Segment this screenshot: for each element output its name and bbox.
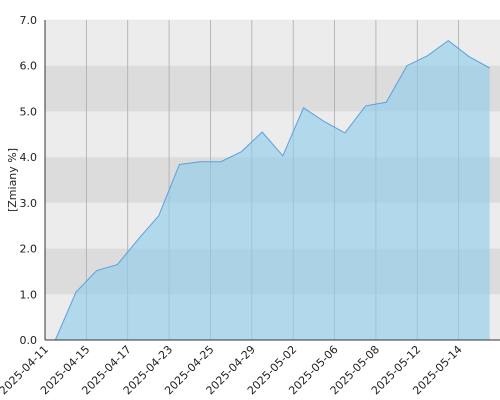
y-tick-label: 7.0 [20,14,38,27]
y-tick-label: 1.0 [20,288,38,301]
y-axis-label: [Zmiany %] [6,148,19,212]
y-tick-label: 2.0 [20,243,38,256]
y-tick-label: 4.0 [20,151,38,164]
y-tick-label: 0.0 [20,334,38,347]
y-tick-label: 3.0 [20,197,38,210]
line [54,39,490,341]
y-tick-label: 6.0 [20,60,38,73]
area [55,40,490,340]
y-tick-label: 5.0 [20,105,38,118]
